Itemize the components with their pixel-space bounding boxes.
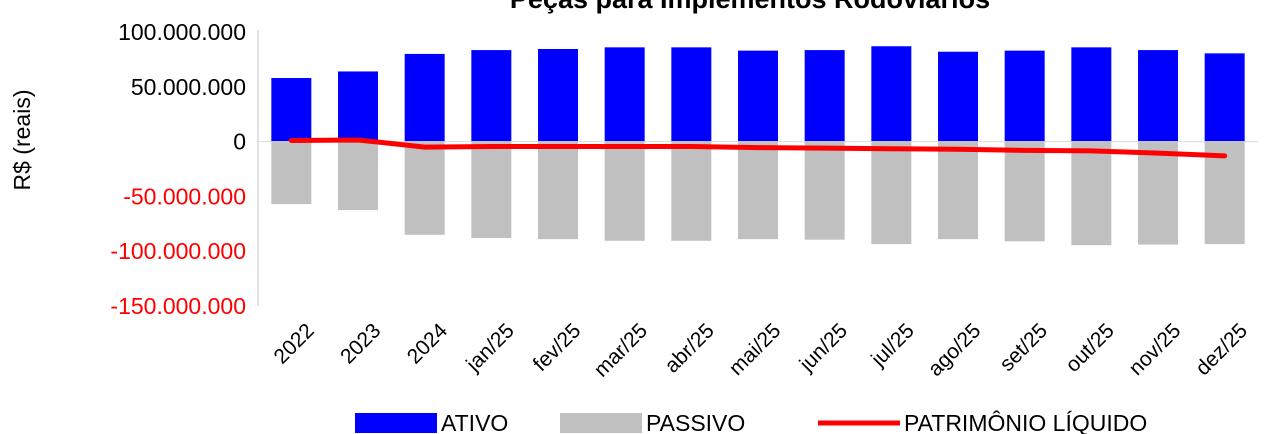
bar-passivo-jun-25 bbox=[804, 141, 845, 240]
bar-ativo-dez-25 bbox=[1204, 53, 1245, 142]
bar-passivo-out-25 bbox=[1071, 141, 1112, 246]
x-tick-label: 2022 bbox=[269, 319, 318, 368]
bar-ativo-nov-25 bbox=[1138, 50, 1178, 142]
bars bbox=[271, 46, 1245, 246]
x-tick-label: 2024 bbox=[403, 319, 453, 369]
bar-ativo-abr-25 bbox=[671, 47, 712, 142]
bar-passivo-dez-25 bbox=[1204, 141, 1245, 245]
legend-label-ativo: ATIVO bbox=[441, 410, 508, 434]
bar-passivo-mar-25 bbox=[604, 141, 645, 241]
bar-passivo-abr-25 bbox=[671, 141, 712, 241]
line-patrimonio-liquido bbox=[288, 137, 1228, 159]
bar-ativo-fev-25 bbox=[538, 48, 578, 142]
bar-passivo-ago-25 bbox=[938, 141, 978, 240]
x-tick-label: abr/25 bbox=[660, 319, 718, 377]
x-tick-label: jan/25 bbox=[461, 319, 518, 376]
y-tick-label: 100.000.000 bbox=[118, 19, 246, 45]
bar-ativo-out-25 bbox=[1071, 47, 1112, 142]
x-tick-label: jul/25 bbox=[866, 319, 918, 371]
bar-passivo-mai-25 bbox=[738, 141, 778, 240]
x-tick-label: 2023 bbox=[336, 319, 385, 368]
legend-label-patrimonio: PATRIMÔNIO LÍQUIDO bbox=[904, 409, 1147, 434]
bar-ativo-jun-25 bbox=[804, 50, 845, 142]
x-tick-label: ago/25 bbox=[924, 319, 986, 381]
legend-swatch-ativo bbox=[355, 413, 437, 433]
bar-ativo-jul-25 bbox=[871, 46, 912, 142]
line-series bbox=[288, 137, 1228, 159]
x-tick-label: mai/25 bbox=[725, 319, 786, 380]
bar-ativo-jan-25 bbox=[471, 50, 512, 142]
y-tick-label: -100.000.000 bbox=[110, 238, 246, 264]
x-tick-label: nov/25 bbox=[1125, 319, 1186, 380]
bar-ativo-2023 bbox=[338, 71, 378, 142]
bar-passivo-2024 bbox=[404, 141, 445, 235]
bar-ativo-2024 bbox=[404, 53, 445, 142]
bar-ativo-ago-25 bbox=[938, 51, 978, 142]
x-tick-label: fev/25 bbox=[529, 319, 586, 376]
x-tick-label: set/25 bbox=[995, 319, 1052, 376]
bar-ativo-2022 bbox=[271, 78, 312, 142]
x-tick-label: mar/25 bbox=[590, 319, 652, 381]
x-tick-label: out/25 bbox=[1061, 319, 1119, 377]
x-ticks: 2022 2023 2024 jan/25 fev/25 mar/25 abr/25 mai/… bbox=[269, 319, 1252, 382]
legend: ATIVO PASSIVO PATRIMÔNIO LÍQUIDO bbox=[355, 409, 1147, 434]
bar-passivo-2023 bbox=[338, 141, 378, 211]
bar-passivo-2022 bbox=[271, 141, 312, 205]
x-tick-label: jun/25 bbox=[795, 319, 852, 376]
bar-ativo-mai-25 bbox=[738, 50, 778, 142]
y-axis-label: R$ (reais) bbox=[9, 90, 35, 191]
y-ticks: 100.000.000 50.000.000 0 -50.000.000 -100.00… bbox=[110, 19, 246, 319]
bar-passivo-fev-25 bbox=[538, 141, 578, 240]
legend-label-passivo: PASSIVO bbox=[646, 410, 745, 434]
y-tick-label: -150.000.000 bbox=[110, 293, 246, 319]
bar-ativo-set-25 bbox=[1004, 50, 1045, 142]
x-tick-label: dez/25 bbox=[1191, 319, 1252, 380]
bar-passivo-set-25 bbox=[1004, 141, 1045, 242]
bar-ativo-mar-25 bbox=[604, 47, 645, 142]
bar-passivo-jul-25 bbox=[871, 141, 912, 245]
y-tick-label: 0 bbox=[233, 129, 246, 155]
y-tick-label: 50.000.000 bbox=[131, 74, 246, 100]
legend-swatch-passivo bbox=[560, 413, 642, 433]
bar-passivo-nov-25 bbox=[1138, 141, 1178, 245]
y-tick-label: -50.000.000 bbox=[123, 183, 246, 209]
chart-title: Peças para Implementos Rodoviários bbox=[510, 0, 990, 14]
bar-passivo-jan-25 bbox=[471, 141, 512, 239]
